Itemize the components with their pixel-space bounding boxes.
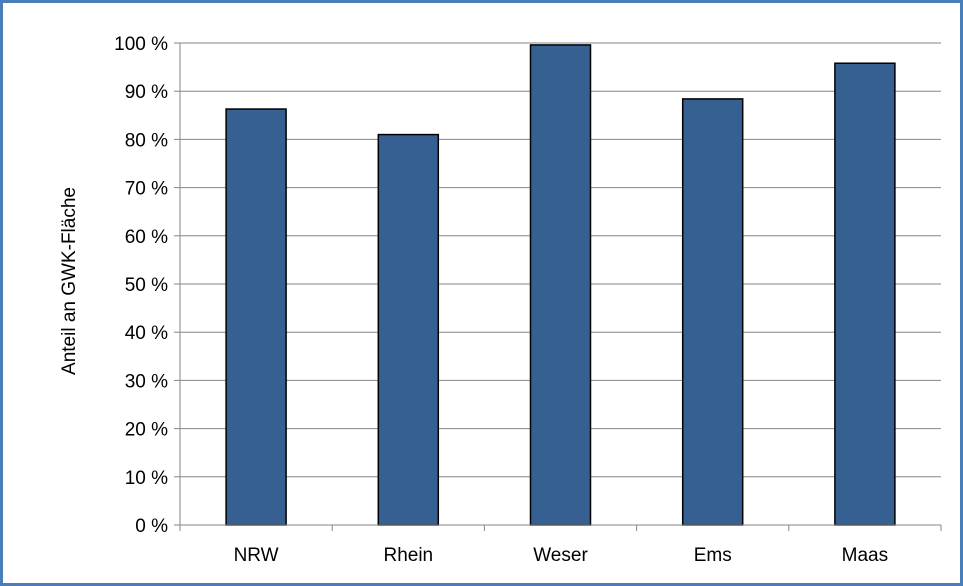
x-tick-label: Weser xyxy=(533,545,588,566)
y-tick-label: 50 % xyxy=(125,275,168,296)
y-axis-title: Anteil an GWK-Fläche xyxy=(59,187,80,375)
bar-rhein xyxy=(377,133,440,526)
bar-chart: 0 % 10 % 20 % 30 % 40 % 50 % 60 % 70 % 80 % 90 % 1… xyxy=(59,34,942,566)
x-tick-label: NRW xyxy=(234,545,279,566)
y-tick-label: 10 % xyxy=(125,468,168,489)
y-tick-label: 30 % xyxy=(125,371,168,392)
axes xyxy=(174,42,942,531)
y-tick-label: 80 % xyxy=(125,130,168,151)
y-tick-label: 20 % xyxy=(125,420,168,441)
y-tick-label: 40 % xyxy=(125,323,168,344)
bar-ems xyxy=(681,98,744,526)
y-tick-label: 70 % xyxy=(125,179,168,200)
bar-nrw xyxy=(225,108,287,526)
x-tick-label: Maas xyxy=(842,545,888,566)
y-tick-label: 60 % xyxy=(125,227,168,248)
y-tick-label: 100 % xyxy=(114,34,168,55)
bars xyxy=(225,44,896,526)
bar-weser xyxy=(529,44,592,526)
x-tick-label: Rhein xyxy=(383,545,433,566)
y-tick-labels: 0 % 10 % 20 % 30 % 40 % 50 % 60 % 70 % 80 % 90 % 1… xyxy=(114,34,168,537)
x-tick-labels: NRW Rhein Weser Ems Maas xyxy=(234,545,889,566)
x-tick-label: Ems xyxy=(694,545,732,566)
y-tick-label: 0 % xyxy=(135,516,168,537)
y-tick-label: 90 % xyxy=(125,82,168,103)
bar-maas xyxy=(834,62,896,526)
